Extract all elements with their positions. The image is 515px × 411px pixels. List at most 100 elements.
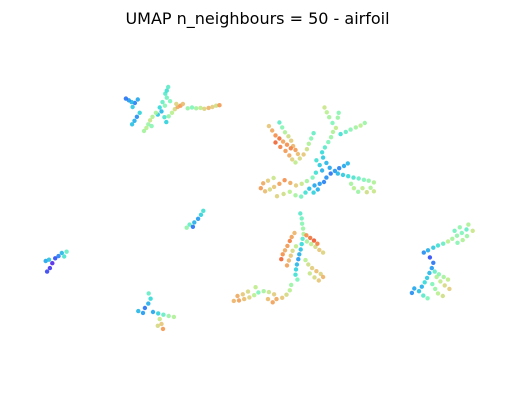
- scatter-point: [287, 288, 292, 293]
- scatter-point: [47, 265, 53, 271]
- scatter-point: [309, 241, 314, 247]
- scatter-point: [296, 257, 301, 262]
- scatter-point: [50, 261, 55, 266]
- scatter-point: [267, 187, 273, 192]
- scatter-point: [358, 123, 363, 128]
- scatter-point: [166, 114, 171, 119]
- scatter-point: [280, 139, 286, 144]
- scatter-point: [169, 110, 175, 116]
- scatter-point: [56, 253, 61, 259]
- scatter-point: [300, 236, 305, 241]
- scatter-point: [293, 272, 298, 277]
- scatter-point: [286, 134, 291, 139]
- scatter-point: [330, 120, 335, 126]
- scatter-point: [155, 323, 160, 328]
- scatter-point: [297, 156, 302, 161]
- scatter-point: [348, 181, 354, 186]
- scatter-point: [284, 142, 290, 147]
- scatter-point: [288, 146, 293, 151]
- scatter-point: [292, 230, 297, 236]
- scatter-point: [455, 240, 460, 245]
- scatter-point: [161, 312, 166, 317]
- scatter-point: [431, 245, 436, 250]
- scatter-point: [129, 122, 135, 127]
- scatter-point: [135, 97, 140, 102]
- scatter-point: [409, 290, 415, 296]
- scatter-point: [320, 274, 326, 280]
- scatter-point: [427, 270, 432, 276]
- scatter-point: [247, 295, 252, 300]
- scatter-point: [328, 171, 333, 176]
- scatter-point: [333, 125, 339, 131]
- scatter-point: [194, 106, 199, 111]
- scatter-point: [318, 271, 323, 277]
- scatter-point: [256, 290, 261, 295]
- scatter-point: [441, 274, 446, 280]
- scatter-point: [266, 289, 272, 295]
- scatter-point: [425, 296, 430, 301]
- scatter-point: [160, 326, 166, 332]
- scatter-point: [166, 313, 171, 319]
- scatter-point: [289, 234, 294, 240]
- scatter-point: [445, 239, 451, 244]
- scatter-point: [144, 125, 149, 131]
- scatter-point: [435, 291, 441, 296]
- scatter-point: [284, 292, 289, 297]
- scatter-point: [324, 110, 329, 115]
- scatter-point: [282, 130, 288, 135]
- scatter-point: [412, 286, 417, 291]
- scatter-point: [150, 309, 156, 315]
- scatter-point: [271, 184, 277, 190]
- scatter-point: [293, 160, 298, 165]
- scatter-point: [314, 158, 319, 163]
- scatter-point: [351, 175, 356, 180]
- scatter-point: [195, 216, 201, 221]
- scatter-point: [171, 314, 177, 320]
- scatter-point: [64, 249, 69, 254]
- scatter-point: [452, 228, 457, 233]
- scatter-point: [288, 253, 293, 258]
- scatter-point: [123, 96, 129, 101]
- scatter-point: [445, 277, 451, 282]
- scatter-point: [281, 191, 286, 197]
- scatter-point: [299, 241, 304, 247]
- scatter-point: [265, 296, 271, 302]
- scatter-point: [130, 104, 135, 110]
- scatter-point: [466, 222, 471, 227]
- scatter-point: [198, 105, 203, 111]
- scatter-point: [337, 166, 342, 171]
- scatter-point: [180, 101, 186, 107]
- scatter-point: [450, 236, 455, 241]
- scatter-point: [289, 282, 294, 288]
- scatter-point: [134, 114, 140, 120]
- scatter-point: [146, 122, 151, 127]
- scatter-point: [371, 180, 377, 185]
- scatter-point: [285, 243, 290, 249]
- scatter-point: [317, 181, 322, 186]
- scatter-point: [148, 296, 153, 301]
- scatter-point: [320, 250, 326, 255]
- scatter-point: [284, 263, 290, 268]
- scatter-point: [341, 163, 347, 169]
- scatter-point: [280, 252, 285, 257]
- scatter-point: [164, 95, 169, 100]
- scatter-point: [277, 120, 282, 125]
- scatter-point: [293, 183, 299, 188]
- scatter-point: [470, 228, 475, 233]
- scatter-point: [140, 310, 146, 316]
- scatter-point: [315, 241, 320, 246]
- scatter-point: [421, 250, 426, 255]
- scatter-point: [261, 181, 266, 186]
- scatter-point: [340, 172, 346, 178]
- scatter-point: [270, 300, 275, 305]
- scatter-point: [159, 109, 164, 114]
- scatter-point: [421, 293, 426, 298]
- scatter-point: [162, 115, 167, 120]
- scatter-point: [368, 185, 373, 190]
- scatter-point: [304, 178, 310, 184]
- scatter-point: [303, 257, 308, 263]
- scatter-point: [287, 153, 292, 158]
- scatter-point: [293, 147, 298, 153]
